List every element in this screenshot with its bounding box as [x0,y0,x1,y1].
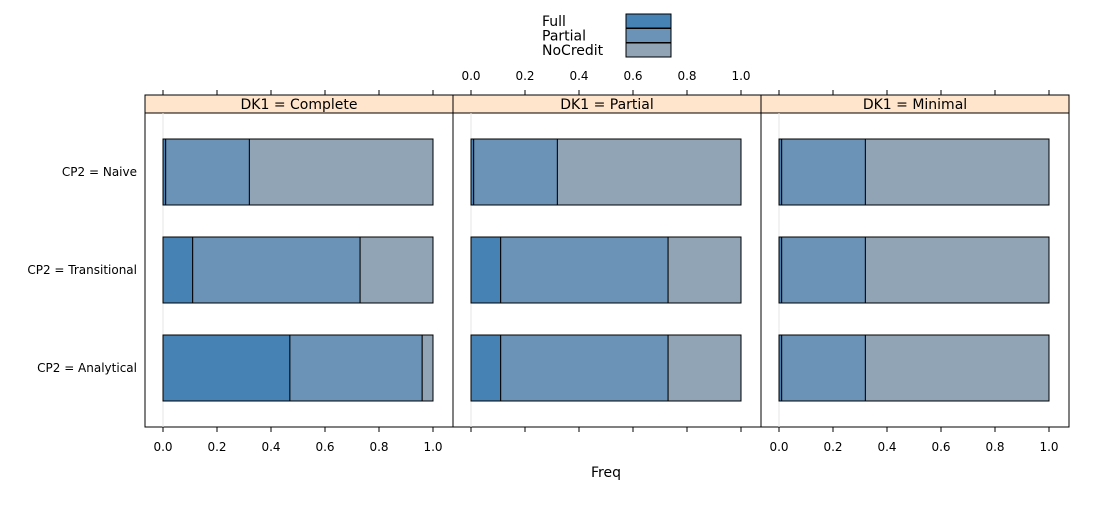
bar-full-cp2-analytical [470,334,502,402]
legend-swatch-full [625,13,672,29]
x-tick-label-bottom: 0.2 [207,440,226,454]
panel-dk1-complete: DK1 = Complete 0.0 0.2 0.4 0.6 0.8 1.0 [144,90,454,454]
bar-nocredit-cp2-naive [556,138,742,206]
x-tick-label-bottom: 0.4 [261,440,280,454]
bar-partial-cp2-naive [473,138,558,206]
legend-label-full: Full [542,14,566,30]
axes: CP2 = Naive CP2 = Transitional CP2 = Analy… [27,165,137,375]
bar-nocredit-cp2-analytical [421,334,434,402]
y-tick-label-cp2-transitional: CP2 = Transitional [27,263,137,277]
bar-full-cp2-transitional [162,236,194,304]
bar-partial-cp2-transitional [500,236,669,304]
bar-nocredit-cp2-analytical [667,334,742,402]
bar-partial-cp2-transitional [192,236,361,304]
x-tick-label-top: 0.6 [623,69,642,83]
strip-label: DK1 = Minimal [863,97,967,113]
x-tick-label-bottom: 0.2 [823,440,842,454]
x-tick-label-bottom: 0.0 [769,440,788,454]
bar-nocredit-cp2-naive [248,138,434,206]
legend-label-nocredit: NoCredit [542,43,604,59]
bar-nocredit-cp2-transitional [359,236,434,304]
bar-nocredit-cp2-analytical [864,334,1050,402]
x-tick-label-bottom: 0.8 [985,440,1004,454]
x-tick-label-bottom: 0.6 [315,440,334,454]
x-tick-label-bottom: 0.4 [877,440,896,454]
bar-partial-cp2-analytical [500,334,669,402]
x-tick-label-top: 1.0 [731,69,750,83]
panel-frame [760,112,1070,428]
y-tick-label-cp2-analytical: CP2 = Analytical [37,361,137,375]
x-tick-label-bottom: 0.0 [153,440,172,454]
bar-full-cp2-analytical [162,334,291,402]
x-tick-label-top: 0.8 [677,69,696,83]
bar-partial-cp2-analytical [781,334,866,402]
bar-nocredit-cp2-naive [864,138,1050,206]
panel-dk1-partial: DK1 = Partial 0.0 0.2 0.4 0.6 0.8 1.0 [452,69,762,432]
bar-nocredit-cp2-transitional [667,236,742,304]
bar-full-cp2-transitional [470,236,502,304]
x-tick-label-bottom: 1.0 [1039,440,1058,454]
x-tick-label-top: 0.0 [461,69,480,83]
legend-swatch-nocredit [625,42,672,58]
bar-partial-cp2-analytical [289,334,423,402]
strip-label: DK1 = Complete [241,97,358,113]
bar-nocredit-cp2-transitional [864,236,1050,304]
bar-partial-cp2-transitional [781,236,866,304]
y-tick-label-cp2-naive: CP2 = Naive [62,165,137,179]
panel-dk1-minimal: DK1 = Minimal 0.0 0.2 0.4 0.6 0.8 1.0 [760,90,1070,454]
x-tick-label-top: 0.2 [515,69,534,83]
bar-partial-cp2-naive [165,138,250,206]
x-axis-title: Freq [591,465,621,481]
x-tick-label-top: 0.4 [569,69,588,83]
x-tick-label-bottom: 1.0 [423,440,442,454]
legend-label-partial: Partial [542,29,586,45]
legend-swatch-partial [625,28,672,43]
x-tick-label-bottom: 0.6 [931,440,950,454]
bar-partial-cp2-naive [781,138,866,206]
strip-label: DK1 = Partial [560,97,654,113]
x-tick-label-bottom: 0.8 [369,440,388,454]
